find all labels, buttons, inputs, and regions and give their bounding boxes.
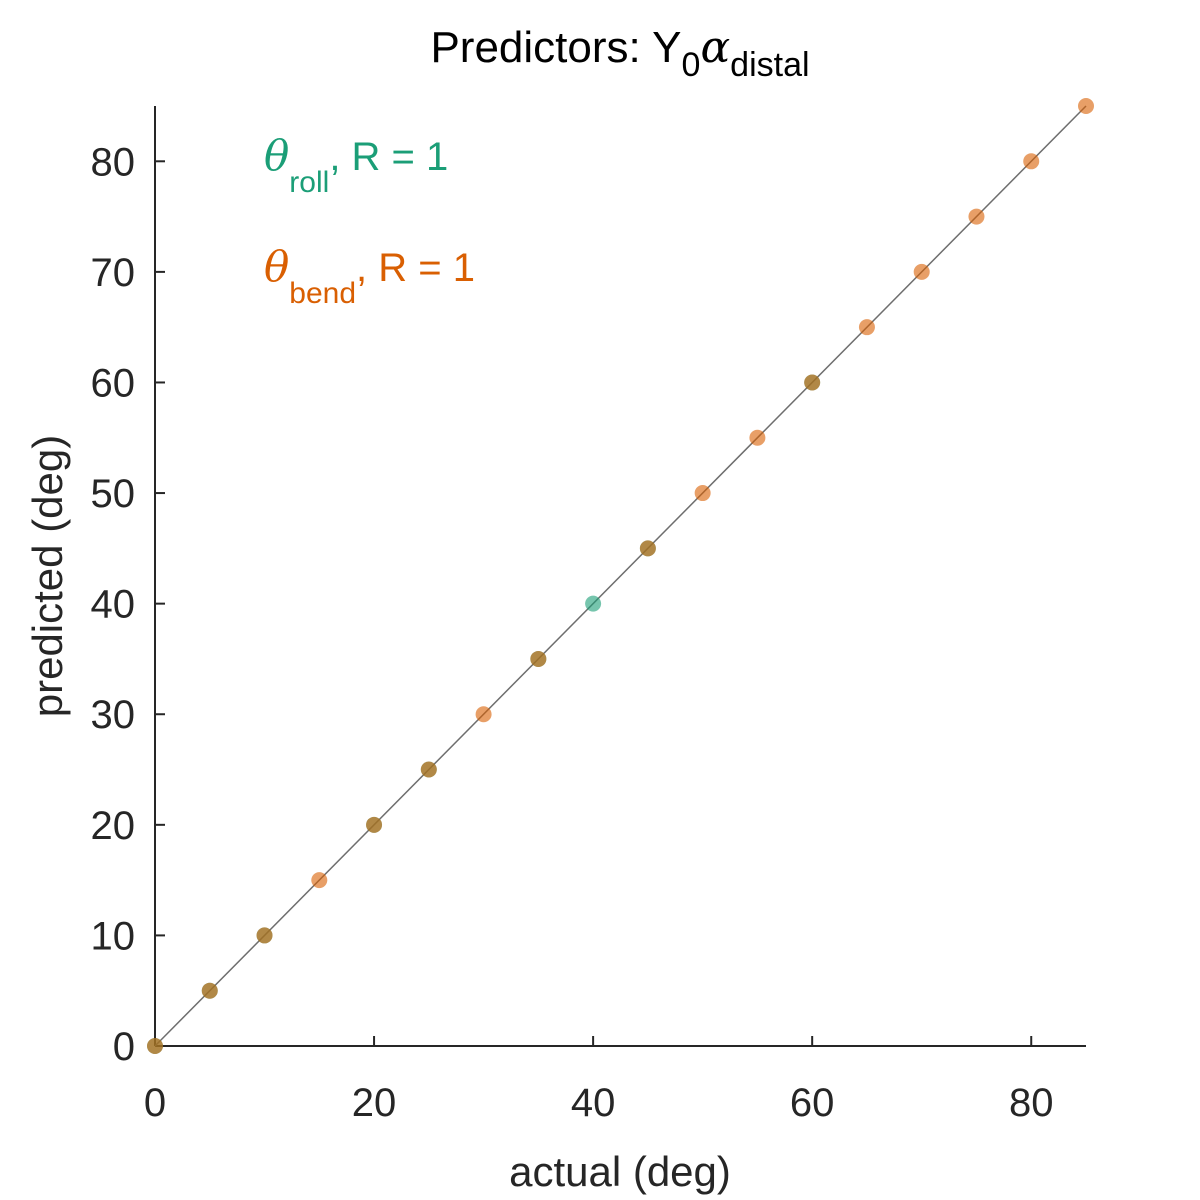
bend-point xyxy=(475,706,492,723)
bend-point xyxy=(311,872,328,889)
bend-point xyxy=(147,1038,163,1054)
chart-title: Predictors: Y0αdistal xyxy=(430,22,809,84)
y-tick-label: 60 xyxy=(91,361,136,405)
x-tick-label: 0 xyxy=(144,1081,166,1125)
y-tick-label: 50 xyxy=(91,472,136,516)
y-tick-label: 70 xyxy=(91,251,136,295)
bend-point xyxy=(804,374,821,391)
bend-point xyxy=(749,429,766,446)
x-tick-label: 20 xyxy=(352,1081,397,1125)
bend-point xyxy=(913,263,930,280)
x-ticks: 0 20 40 60 80 xyxy=(144,1036,1054,1125)
bend-point xyxy=(694,485,711,502)
roll-point xyxy=(585,595,602,612)
annotation-roll: θroll, R = 1 xyxy=(264,131,448,199)
y-ticks: 0 10 20 30 40 50 60 70 80 xyxy=(91,140,165,1069)
x-axis-label: actual (deg) xyxy=(509,1148,731,1195)
bend-point xyxy=(256,927,273,944)
y-axis-label: predicted (deg) xyxy=(24,435,71,718)
bend-point xyxy=(1023,153,1040,170)
bend-point xyxy=(420,761,437,778)
x-tick-label: 40 xyxy=(571,1081,616,1125)
annotation-bend: θbend, R = 1 xyxy=(264,242,475,310)
y-tick-label: 40 xyxy=(91,583,136,627)
y-tick-label: 80 xyxy=(91,140,136,184)
y-tick-label: 20 xyxy=(91,804,136,848)
y-tick-label: 10 xyxy=(91,914,136,958)
bend-point xyxy=(366,816,383,833)
y-tick-label: 30 xyxy=(91,693,136,737)
data-points xyxy=(147,98,1094,1054)
bend-point xyxy=(639,540,656,557)
x-tick-label: 80 xyxy=(1009,1081,1054,1125)
bend-point xyxy=(858,319,875,336)
bend-point xyxy=(530,650,547,667)
x-tick-label: 60 xyxy=(790,1081,835,1125)
bend-point xyxy=(1078,98,1094,114)
identity-line xyxy=(154,105,1087,1047)
y-tick-label: 0 xyxy=(113,1025,135,1069)
bend-point xyxy=(201,982,218,999)
bend-point xyxy=(968,208,985,225)
